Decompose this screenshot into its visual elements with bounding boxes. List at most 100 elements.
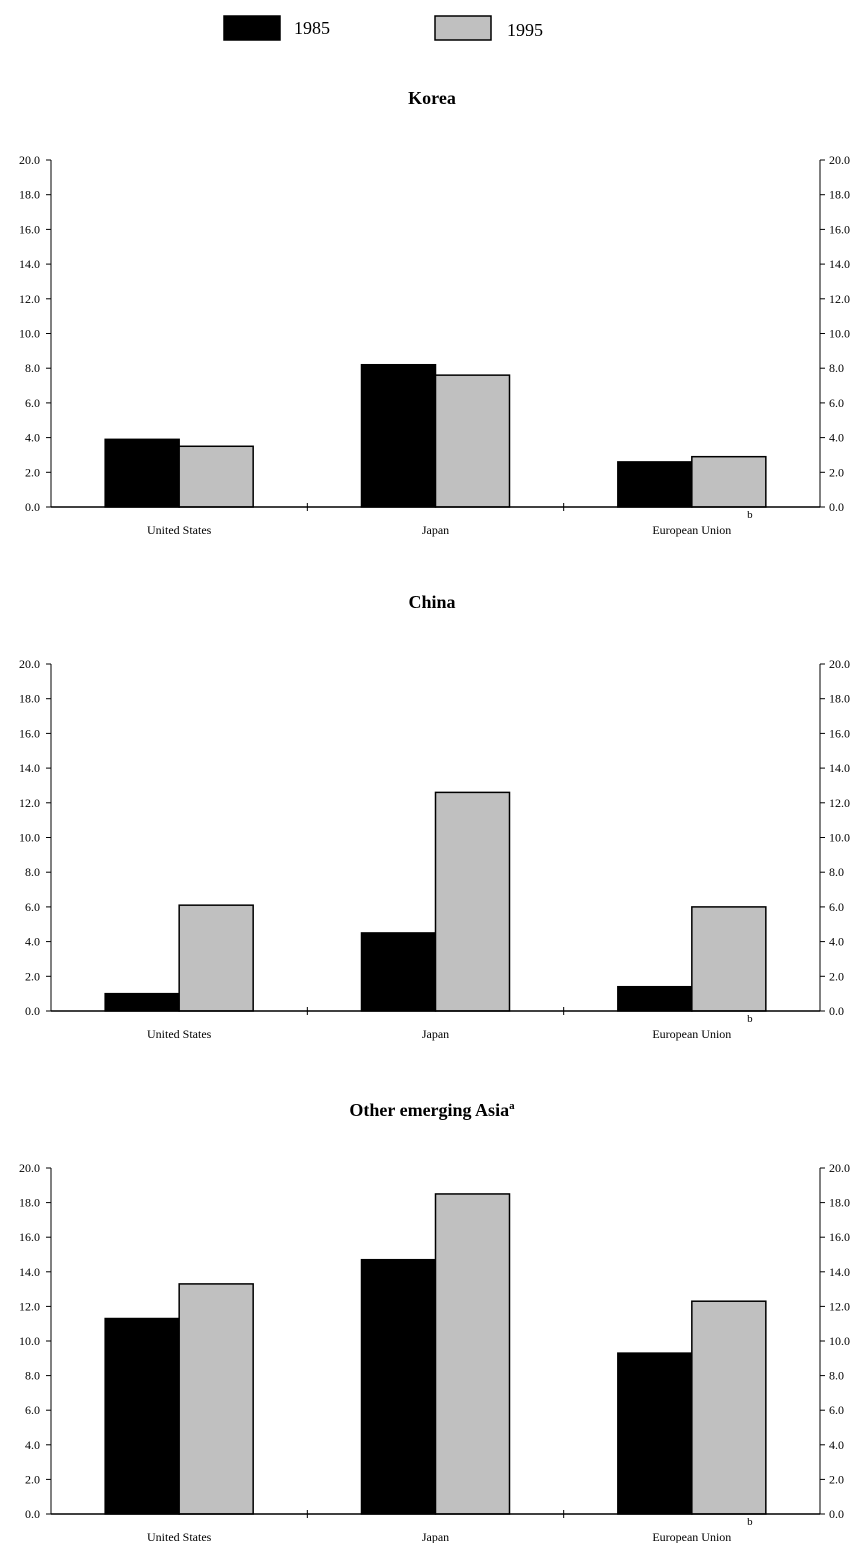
chart-panel-1: Korea 0.0 0.0 2.0 2.0 4.0 4.0 6.0 6.0 8.0 8.0 10.0 1… (19, 88, 850, 537)
y-tick-label-left: 10.0 (19, 1334, 40, 1348)
y-tick-label-left: 14.0 (19, 257, 40, 271)
y-tick-label-right: 20.0 (829, 1161, 850, 1175)
legend-label-1985: 1985 (294, 18, 330, 38)
y-tick-label-left: 12.0 (19, 796, 40, 810)
y-tick-label-right: 0.0 (829, 1507, 844, 1521)
y-tick-label-right: 14.0 (829, 1265, 850, 1279)
y-tick-label-right: 16.0 (829, 726, 850, 740)
y-tick-label-left: 0.0 (25, 1507, 40, 1521)
x-category-label: European Union (652, 1027, 731, 1041)
y-tick-label-right: 8.0 (829, 865, 844, 879)
y-tick-label-left: 10.0 (19, 327, 40, 341)
y-tick-label-left: 4.0 (25, 431, 40, 445)
y-tick-label-left: 18.0 (19, 692, 40, 706)
y-tick-label-left: 6.0 (25, 396, 40, 410)
bar-1995-european-union (691, 1300, 767, 1515)
category-footnote-marker: b (747, 1516, 753, 1528)
chart-panel-2: China 0.0 0.0 2.0 2.0 4.0 4.0 6.0 6.0 8.0 8.0 10.0 1… (19, 592, 850, 1041)
chart-title: Other emerging Asiaa (349, 1100, 515, 1120)
y-tick-label-right: 10.0 (829, 327, 850, 341)
y-tick-label-right: 20.0 (829, 657, 850, 671)
legend-label-1995: 1995 (507, 20, 543, 40)
y-tick-label-right: 14.0 (829, 257, 850, 271)
y-tick-label-right: 10.0 (829, 1334, 850, 1348)
bar-1995-japan (434, 374, 511, 508)
y-tick-label-right: 18.0 (829, 692, 850, 706)
y-tick-label-left: 6.0 (25, 900, 40, 914)
y-tick-label-right: 18.0 (829, 1196, 850, 1210)
y-tick-label-right: 8.0 (829, 1369, 844, 1383)
bar-1985-european-union (617, 985, 693, 1012)
chart-title: China (408, 592, 455, 612)
y-tick-label-left: 12.0 (19, 292, 40, 306)
y-tick-label-left: 18.0 (19, 188, 40, 202)
y-tick-label-left: 0.0 (25, 1004, 40, 1018)
y-tick-label-left: 16.0 (19, 1230, 40, 1244)
y-tick-label-left: 8.0 (25, 865, 40, 879)
bar-1995-japan (434, 791, 511, 1012)
x-category-label: Japan (422, 523, 449, 537)
title-footnote-marker: a (509, 1100, 515, 1112)
x-category-label: United States (147, 1530, 212, 1543)
y-tick-label-right: 12.0 (829, 796, 850, 810)
bar-1995-japan (434, 1193, 511, 1515)
y-tick-label-left: 4.0 (25, 935, 40, 949)
bar-1985-european-union (617, 461, 693, 508)
y-tick-label-left: 18.0 (19, 1196, 40, 1210)
chart-panel-3: Other emerging Asiaa 0.0 0.0 2.0 2.0 4.0 4.0 6.… (19, 1100, 850, 1543)
y-tick-label-left: 14.0 (19, 761, 40, 775)
y-tick-label-left: 14.0 (19, 1265, 40, 1279)
y-tick-label-right: 0.0 (829, 1004, 844, 1018)
y-tick-label-right: 6.0 (829, 1403, 844, 1417)
y-tick-label-left: 20.0 (19, 1161, 40, 1175)
y-tick-label-left: 2.0 (25, 969, 40, 983)
bar-1985-united-states (104, 1317, 180, 1515)
y-tick-label-right: 2.0 (829, 969, 844, 983)
category-footnote-marker: b (747, 509, 753, 521)
y-tick-label-right: 2.0 (829, 465, 844, 479)
bar-1995-united-states (178, 904, 254, 1012)
chart-title: Korea (408, 88, 456, 108)
legend: 1985 1995 (223, 15, 543, 41)
y-tick-label-right: 12.0 (829, 292, 850, 306)
x-category-label: Japan (422, 1027, 449, 1041)
bar-1995-united-states (178, 1283, 254, 1515)
bar-1985-japan (360, 1258, 437, 1515)
y-tick-label-left: 2.0 (25, 465, 40, 479)
x-category-label: European Union (652, 523, 731, 537)
y-tick-label-right: 16.0 (829, 1230, 850, 1244)
y-tick-label-right: 2.0 (829, 1472, 844, 1486)
y-tick-label-right: 6.0 (829, 396, 844, 410)
y-tick-label-left: 20.0 (19, 153, 40, 167)
y-tick-label-right: 10.0 (829, 831, 850, 845)
y-tick-label-left: 20.0 (19, 657, 40, 671)
legend-swatch-1985 (223, 15, 281, 41)
y-tick-label-left: 2.0 (25, 1472, 40, 1486)
bar-1985-united-states (104, 992, 180, 1012)
category-footnote-marker: b (747, 1013, 753, 1025)
bar-1995-united-states (178, 445, 254, 508)
y-tick-label-right: 12.0 (829, 1299, 850, 1313)
y-tick-label-right: 14.0 (829, 761, 850, 775)
bar-1985-japan (360, 363, 437, 508)
y-tick-label-right: 4.0 (829, 431, 844, 445)
y-tick-label-right: 4.0 (829, 1438, 844, 1452)
bar-1985-united-states (104, 438, 180, 508)
y-tick-label-left: 6.0 (25, 1403, 40, 1417)
x-category-label: European Union (652, 1530, 731, 1543)
y-tick-label-right: 4.0 (829, 935, 844, 949)
y-tick-label-left: 16.0 (19, 222, 40, 236)
y-tick-label-right: 6.0 (829, 900, 844, 914)
x-category-label: Japan (422, 1530, 449, 1543)
bar-1995-european-union (691, 906, 767, 1012)
bar-1985-european-union (617, 1352, 693, 1515)
y-tick-label-left: 0.0 (25, 500, 40, 514)
y-tick-label-left: 12.0 (19, 1299, 40, 1313)
y-tick-label-right: 16.0 (829, 222, 850, 236)
y-tick-label-left: 16.0 (19, 726, 40, 740)
charts-container: Korea 0.0 0.0 2.0 2.0 4.0 4.0 6.0 6.0 8.0 8.0 10.0 1… (19, 88, 850, 1543)
x-category-label: United States (147, 1027, 212, 1041)
y-tick-label-right: 20.0 (829, 153, 850, 167)
legend-swatch-1995 (434, 15, 492, 41)
x-category-label: United States (147, 523, 212, 537)
